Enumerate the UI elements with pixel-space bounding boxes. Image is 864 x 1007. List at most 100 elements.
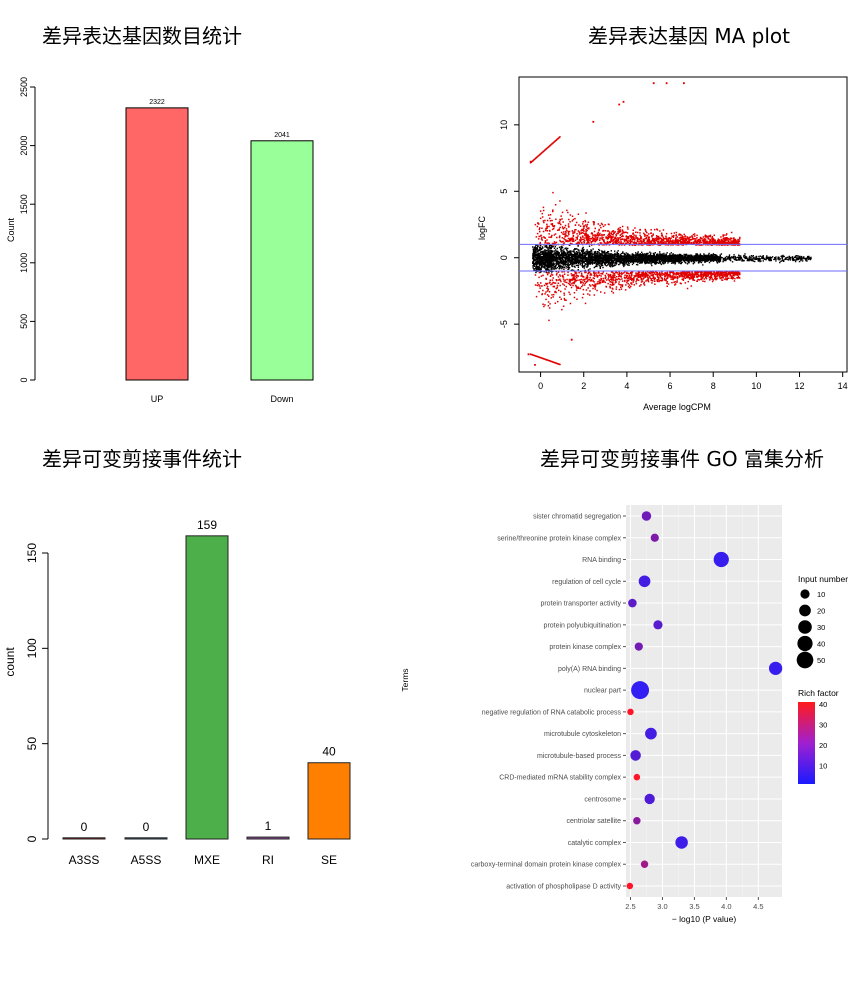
- color-legend-title: Rich factor: [798, 688, 839, 698]
- x-tick-label: 12: [795, 381, 805, 391]
- bar-top-title: 差异表达基因数目统计: [42, 24, 242, 48]
- term-bubble: [645, 727, 657, 740]
- term-label: carboxy-terminal domain protein kinase c…: [471, 862, 622, 869]
- term-bubble: [626, 882, 634, 890]
- term-label: microtubule-based process: [537, 753, 622, 760]
- x-tick-label: A5SS: [131, 853, 162, 867]
- y-tick-label: 0: [25, 835, 39, 842]
- y-tick-label: 2000: [19, 136, 29, 156]
- x-tick-label: 4: [624, 381, 629, 391]
- x-tick-label: 2: [581, 381, 586, 391]
- term-bubble: [650, 533, 659, 542]
- term-label: microtubule cytoskeleton: [544, 731, 621, 738]
- term-label: RNA binding: [582, 557, 621, 564]
- size-legend-dot: [797, 635, 813, 652]
- ma-plot-title: 差异表达基因 MA plot: [588, 24, 790, 48]
- y-tick-label: 2500: [19, 77, 29, 97]
- y-tick-label: 50: [25, 737, 39, 751]
- term-label: protein polyubiquitination: [544, 622, 622, 629]
- term-bubble: [634, 642, 643, 651]
- y-tick-label: 1000: [19, 253, 29, 273]
- bar: [124, 837, 168, 840]
- x-tick-label: 14: [838, 381, 848, 391]
- x-tick-label: MXE: [194, 853, 220, 867]
- term-label: CRD-mediated mRNA stability complex: [499, 775, 621, 782]
- bar: [246, 836, 290, 840]
- y-tick-label: 0: [499, 255, 509, 260]
- term-bubble: [644, 793, 655, 805]
- term-bubble: [631, 681, 650, 700]
- x-tick-label: 3.0: [657, 902, 667, 911]
- y-tick-label: -5: [499, 320, 509, 328]
- term-bubble: [628, 598, 637, 608]
- size-legend-label: 10: [817, 590, 825, 599]
- y-tick-label: 500: [19, 314, 29, 329]
- term-label: protein kinase complex: [549, 644, 621, 651]
- term-label: sister chromatid segregation: [533, 514, 621, 521]
- size-legend-label: 30: [817, 623, 825, 632]
- term-bubble: [768, 661, 783, 675]
- term-bubble: [627, 708, 634, 716]
- x-tick-label: Down: [270, 394, 293, 404]
- size-legend-title: Input number: [798, 574, 848, 584]
- term-bubble: [633, 816, 641, 825]
- y-tick-label: 0: [19, 377, 29, 382]
- size-legend-label: 40: [817, 640, 825, 649]
- bar-bottom-title: 差异可变剪接事件统计: [42, 447, 242, 471]
- x-tick-label: SE: [321, 853, 337, 867]
- y-axis-label: Count: [6, 218, 16, 243]
- y-tick-label: 100: [25, 638, 39, 658]
- term-bubble: [640, 860, 649, 868]
- size-legend-dot: [800, 589, 810, 599]
- y-tick-label: 1500: [19, 194, 29, 214]
- go-plot-title: 差异可变剪接事件 GO 富集分析: [540, 447, 824, 471]
- nonsignificant-points: [532, 244, 812, 274]
- x-tick-label: A3SS: [69, 853, 100, 867]
- term-label: catalytic complex: [568, 840, 622, 847]
- x-tick-label: 10: [751, 381, 761, 391]
- bar: [185, 535, 229, 840]
- x-axis-label: Average logCPM: [643, 402, 711, 412]
- bar-data-label: 0: [81, 820, 88, 834]
- x-tick-label: 4.5: [753, 902, 763, 911]
- bar-data-label: 2322: [149, 99, 165, 106]
- term-label: negative regulation of RNA catabolic pro…: [482, 709, 622, 716]
- size-legend-label: 50: [817, 656, 825, 665]
- size-legend-dot: [798, 620, 812, 634]
- bar-data-label: 1: [265, 819, 272, 833]
- color-legend-label: 20: [819, 741, 827, 750]
- color-legend-label: 10: [819, 762, 827, 771]
- term-label: poly(A) RNA binding: [558, 666, 621, 673]
- term-label: protein transporter activity: [540, 601, 621, 608]
- y-tick-label: 10: [499, 120, 509, 130]
- x-tick-label: 6: [668, 381, 673, 391]
- color-legend-label: 40: [819, 700, 827, 709]
- bar-data-label: 0: [143, 820, 150, 834]
- points-layer: [519, 82, 847, 366]
- bar: [62, 837, 106, 840]
- color-legend-label: 30: [819, 721, 827, 730]
- x-axis-label: − log10 (P value): [672, 914, 737, 924]
- term-bubble: [630, 750, 641, 761]
- term-label: centriolar satellite: [567, 818, 622, 825]
- term-bubble: [653, 620, 663, 630]
- x-tick-label: 0: [538, 381, 543, 391]
- term-bubble: [713, 551, 729, 568]
- term-label: regulation of cell cycle: [552, 579, 621, 586]
- x-tick-label: UP: [151, 394, 164, 404]
- term-bubble: [633, 773, 641, 781]
- panel-background: [626, 505, 782, 897]
- plot-frame: [518, 76, 848, 373]
- x-tick-label: 8: [711, 381, 716, 391]
- term-bubble: [638, 575, 651, 588]
- term-bubble: [641, 511, 652, 521]
- bar: [125, 107, 189, 381]
- bar-data-label: 2041: [274, 132, 290, 139]
- x-tick-label: RI: [262, 853, 274, 867]
- y-tick-label: 5: [499, 189, 509, 194]
- term-label: serine/threonine protein kinase complex: [497, 535, 621, 542]
- color-legend-bar: [798, 702, 815, 784]
